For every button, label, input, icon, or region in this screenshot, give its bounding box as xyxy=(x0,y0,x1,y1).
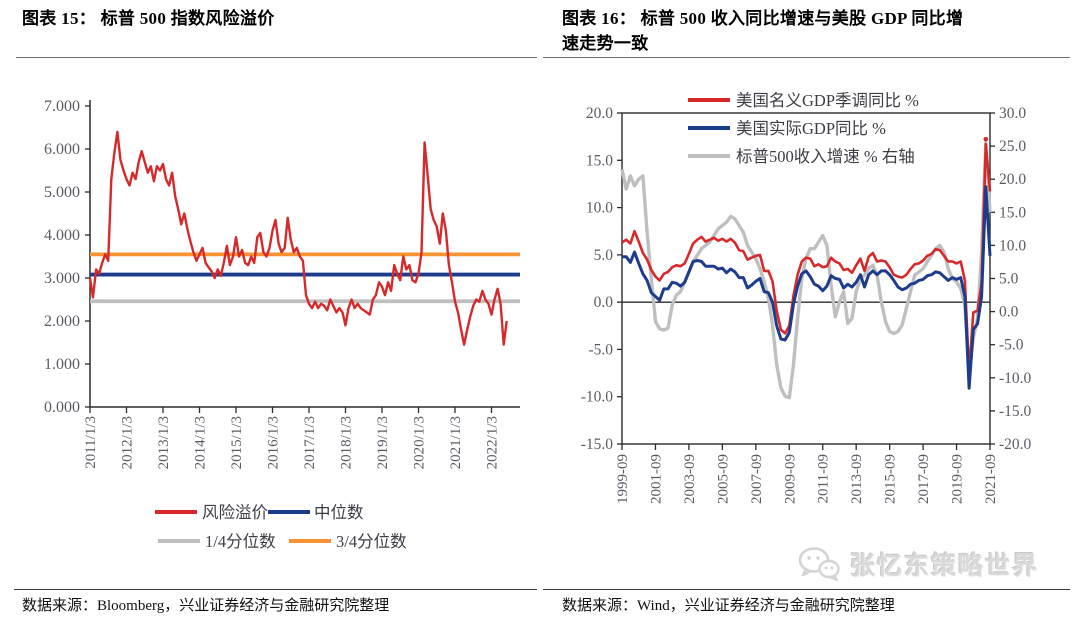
svg-text:2017-09: 2017-09 xyxy=(916,454,932,504)
svg-text:1/4分位数: 1/4分位数 xyxy=(205,532,276,551)
figure16-title-rule xyxy=(543,57,1070,58)
legend: 美国名义GDP季调同比 % 美国实际GDP同比 % 标普500收入增速 % 右轴 xyxy=(688,91,919,166)
svg-text:2021-09: 2021-09 xyxy=(983,454,999,504)
svg-text:5.0: 5.0 xyxy=(999,271,1019,288)
svg-text:2007-09: 2007-09 xyxy=(749,454,765,504)
svg-text:2015/1/3: 2015/1/3 xyxy=(229,416,245,469)
svg-text:美国实际GDP同比 %: 美国实际GDP同比 % xyxy=(736,119,886,138)
svg-text:-15.0: -15.0 xyxy=(581,436,614,453)
gdp-revenue-growth-chart: 20.0 15.0 10.0 5.0 0.0 -5.0 -10.0 -15.0 30.0 25.0… xyxy=(581,91,1032,504)
svg-text:0.000: 0.000 xyxy=(44,399,80,416)
svg-text:3/4分位数: 3/4分位数 xyxy=(336,532,407,551)
figure15-source: 数据来源：Bloomberg，兴业证券经济与金融研究院整理 xyxy=(22,598,390,614)
svg-text:2001-09: 2001-09 xyxy=(648,454,664,504)
svg-text:4.000: 4.000 xyxy=(44,227,80,244)
svg-text:7.000: 7.000 xyxy=(44,98,80,115)
svg-text:2013/1/3: 2013/1/3 xyxy=(156,416,172,469)
svg-text:2005-09: 2005-09 xyxy=(715,454,731,504)
svg-text:6.000: 6.000 xyxy=(44,141,80,158)
svg-text:2014/1/3: 2014/1/3 xyxy=(193,416,209,469)
svg-text:2013-09: 2013-09 xyxy=(849,454,865,504)
figure15-title: 图表 15： 标普 500 指数风险溢价 xyxy=(22,9,275,28)
svg-text:25.0: 25.0 xyxy=(999,138,1026,155)
svg-text:20.0: 20.0 xyxy=(586,105,613,122)
svg-text:1.000: 1.000 xyxy=(44,356,80,373)
svg-text:20.0: 20.0 xyxy=(999,171,1026,188)
svg-text:30.0: 30.0 xyxy=(999,105,1026,122)
svg-text:-5.0: -5.0 xyxy=(999,337,1024,354)
risk-premium-chart: 0.000 1.000 2.000 3.000 4.000 5.000 6.000 7.000… xyxy=(44,98,520,551)
svg-text:2018/1/3: 2018/1/3 xyxy=(339,416,355,469)
svg-text:2011/1/3: 2011/1/3 xyxy=(83,416,99,469)
figure16-source-rule xyxy=(543,589,1070,590)
svg-text:0.0: 0.0 xyxy=(594,294,614,311)
series-risk-premium xyxy=(88,130,508,346)
svg-text:15.0: 15.0 xyxy=(586,152,613,169)
svg-text:2012/1/3: 2012/1/3 xyxy=(120,416,136,469)
right-y-axis-labels: 30.0 25.0 20.0 15.0 10.0 5.0 0.0 -5.0 -10.0 -15.0… xyxy=(990,105,1032,453)
svg-text:-10.0: -10.0 xyxy=(581,389,614,406)
svg-text:5.000: 5.000 xyxy=(44,184,80,201)
watermark-text: 张忆东策略世界 xyxy=(850,553,1040,580)
figure15-source-rule xyxy=(14,589,537,590)
svg-text:2021/1/3: 2021/1/3 xyxy=(448,416,464,469)
svg-text:1999-09: 1999-09 xyxy=(615,454,631,504)
svg-text:2019-09: 2019-09 xyxy=(950,454,966,504)
y-axis-labels: 0.000 1.000 2.000 3.000 4.000 5.000 6.000 7.000 xyxy=(44,98,90,416)
svg-text:2016/1/3: 2016/1/3 xyxy=(266,416,282,469)
legend: 风险溢价 中位数 1/4分位数 3/4分位数 xyxy=(155,503,407,551)
figure16-source: 数据来源：Wind，兴业证券经济与金融研究院整理 xyxy=(562,598,895,614)
figure16-title-line2: 速走势一致 xyxy=(562,34,649,53)
x-axis-labels: 2011/1/3 2012/1/3 2013/1/3 2014/1/3 2015/1/3… xyxy=(83,407,501,469)
svg-text:美国名义GDP季调同比 %: 美国名义GDP季调同比 % xyxy=(736,91,919,110)
series-0 xyxy=(621,142,992,376)
svg-text:10.0: 10.0 xyxy=(586,200,613,217)
svg-text:风险溢价: 风险溢价 xyxy=(202,503,268,522)
figure15-title-rule xyxy=(16,57,537,58)
svg-text:-10.0: -10.0 xyxy=(999,370,1032,387)
svg-text:-20.0: -20.0 xyxy=(999,436,1032,453)
svg-text:15.0: 15.0 xyxy=(999,204,1026,221)
x-axis-labels: 1999-09 2001-09 2003-09 2005-09 2007-09 2009-… xyxy=(615,444,999,504)
svg-text:-15.0: -15.0 xyxy=(999,403,1032,420)
svg-text:2.000: 2.000 xyxy=(44,313,80,330)
watermark: 张忆东策略世界 xyxy=(796,545,1039,583)
svg-text:2017/1/3: 2017/1/3 xyxy=(302,416,318,469)
svg-text:2009-09: 2009-09 xyxy=(782,454,798,504)
series-1 xyxy=(622,185,992,390)
svg-text:中位数: 中位数 xyxy=(314,503,364,522)
svg-text:标普500收入增速 % 右轴: 标普500收入增速 % 右轴 xyxy=(736,147,915,166)
svg-text:3.000: 3.000 xyxy=(44,270,80,287)
svg-text:0.0: 0.0 xyxy=(999,304,1019,321)
svg-text:10.0: 10.0 xyxy=(999,237,1026,254)
peak-marker xyxy=(983,136,989,142)
svg-text:2003-09: 2003-09 xyxy=(682,454,698,504)
svg-text:2019/1/3: 2019/1/3 xyxy=(375,416,391,469)
svg-text:2022/1/3: 2022/1/3 xyxy=(485,416,501,469)
left-y-axis-labels: 20.0 15.0 10.0 5.0 0.0 -5.0 -10.0 -15.0 xyxy=(581,105,622,453)
figure16-title: 图表 16： 标普 500 收入同比增速与美股 GDP 同比增 速走势一致 xyxy=(562,6,1072,56)
svg-text:2011-09: 2011-09 xyxy=(816,454,832,503)
wechat-icon xyxy=(798,547,840,582)
svg-text:2015-09: 2015-09 xyxy=(883,454,899,504)
figure16-title-line1: 图表 16： 标普 500 收入同比增速与美股 GDP 同比增 xyxy=(562,9,964,28)
svg-text:5.0: 5.0 xyxy=(594,247,614,264)
svg-text:2020/1/3: 2020/1/3 xyxy=(412,416,428,469)
svg-text:-5.0: -5.0 xyxy=(588,341,613,358)
